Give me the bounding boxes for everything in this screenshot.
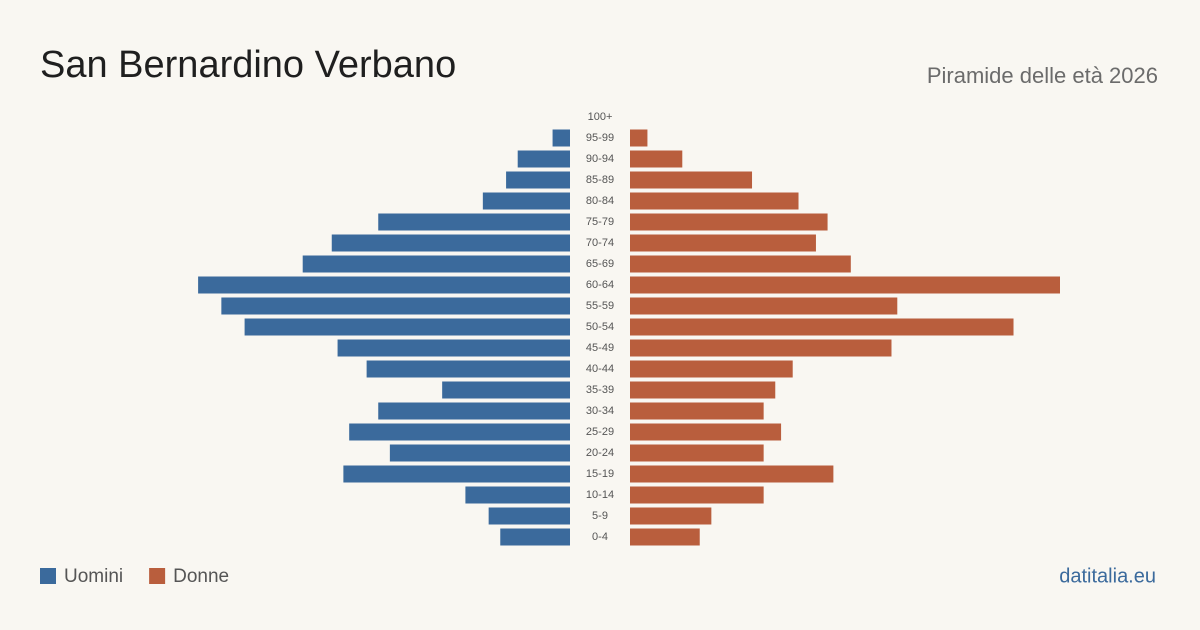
age-label: 20-24 <box>586 447 614 459</box>
bar <box>500 528 570 546</box>
bar <box>221 297 570 315</box>
source[interactable]: datitalia.eu <box>1059 565 1156 587</box>
chart-title: San Bernardino Verbano <box>40 44 456 86</box>
bar <box>630 339 892 357</box>
age-label: 15-19 <box>586 468 614 480</box>
bar <box>302 255 570 273</box>
bar <box>378 402 570 420</box>
bar <box>244 318 570 336</box>
bar <box>630 234 816 252</box>
bar <box>331 234 570 252</box>
legend-swatch <box>149 568 166 584</box>
bar <box>343 465 570 483</box>
age-label: 45-49 <box>586 342 614 354</box>
bar <box>349 423 570 441</box>
chart-subtitle: Piramide delle età 2026 <box>927 63 1158 88</box>
bar <box>630 192 799 210</box>
bar <box>630 255 851 273</box>
bar <box>337 339 570 357</box>
bar <box>517 150 570 168</box>
age-label: 60-64 <box>586 279 614 291</box>
bar <box>630 381 776 399</box>
age-label: 30-34 <box>586 405 614 417</box>
age-label: 5-9 <box>592 510 608 522</box>
age-label: 65-69 <box>586 258 614 270</box>
bar <box>630 423 782 441</box>
age-label: 75-79 <box>586 216 614 228</box>
age-label: 80-84 <box>586 195 614 207</box>
bar <box>630 465 834 483</box>
bar <box>506 171 570 189</box>
age-label: 35-39 <box>586 384 614 396</box>
bar <box>389 444 570 462</box>
age-label: 0-4 <box>592 531 608 543</box>
age-label: 55-59 <box>586 300 614 312</box>
bar <box>630 486 764 504</box>
bar <box>630 402 764 420</box>
age-label: 25-29 <box>586 426 614 438</box>
bar <box>630 360 793 378</box>
age-label: 40-44 <box>586 363 614 375</box>
age-label: 100+ <box>588 111 613 123</box>
bar <box>630 297 898 315</box>
legend-label: Uomini <box>64 566 123 587</box>
legend-label: Donne <box>173 566 229 587</box>
bar <box>552 129 570 147</box>
bar <box>366 360 570 378</box>
bar <box>482 192 570 210</box>
bar <box>630 507 712 525</box>
bar <box>630 129 648 147</box>
bar <box>198 276 571 294</box>
bar <box>488 507 570 525</box>
age-label: 70-74 <box>586 237 614 249</box>
bar <box>630 444 764 462</box>
bar <box>630 171 753 189</box>
bar <box>442 381 570 399</box>
bar <box>630 276 1060 294</box>
bar <box>465 486 570 504</box>
age-label: 90-94 <box>586 153 614 165</box>
bar <box>378 213 570 231</box>
age-label: 50-54 <box>586 321 614 333</box>
age-label: 95-99 <box>586 132 614 144</box>
bar <box>630 213 828 231</box>
bar <box>630 528 700 546</box>
age-label: 10-14 <box>586 489 614 501</box>
age-label: 85-89 <box>586 174 614 186</box>
legend-swatch <box>40 568 56 584</box>
bar <box>630 150 683 168</box>
bar <box>630 318 1014 336</box>
